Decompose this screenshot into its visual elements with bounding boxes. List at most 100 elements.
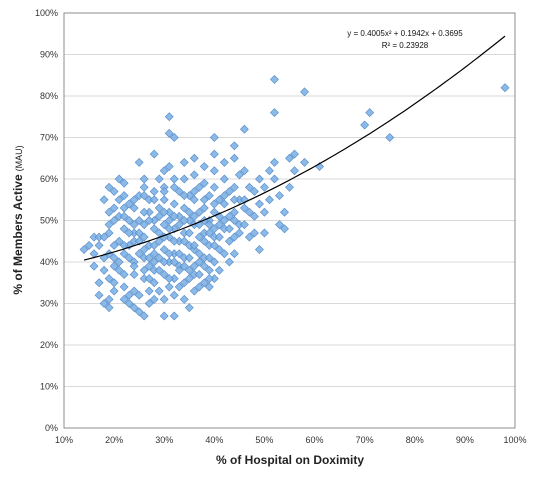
y-axis-title-suffix: (MAU) bbox=[14, 145, 24, 171]
data-point bbox=[94, 278, 104, 288]
data-point bbox=[99, 232, 109, 242]
data-point bbox=[184, 253, 194, 263]
data-point bbox=[144, 274, 154, 284]
data-point bbox=[134, 157, 144, 167]
data-point bbox=[229, 153, 239, 163]
data-point bbox=[169, 199, 179, 209]
data-point bbox=[104, 294, 114, 304]
data-point bbox=[134, 228, 144, 238]
data-point bbox=[199, 178, 209, 188]
data-point bbox=[219, 191, 229, 201]
data-point bbox=[164, 282, 174, 292]
y-tick-label: 60% bbox=[40, 174, 58, 184]
data-point bbox=[199, 203, 209, 213]
data-point bbox=[244, 207, 254, 217]
x-tick-label: 70% bbox=[356, 435, 374, 445]
data-point bbox=[365, 108, 375, 118]
y-tick-label: 0% bbox=[45, 423, 58, 433]
data-point bbox=[179, 157, 189, 167]
data-point bbox=[109, 187, 119, 196]
data-point bbox=[104, 228, 114, 238]
data-point bbox=[255, 174, 264, 184]
data-point bbox=[249, 211, 259, 221]
data-point bbox=[229, 195, 239, 205]
data-point bbox=[164, 128, 174, 138]
data-point bbox=[209, 182, 219, 192]
data-point bbox=[229, 141, 239, 151]
data-point bbox=[179, 261, 189, 271]
data-point bbox=[134, 307, 144, 317]
data-point bbox=[159, 245, 169, 254]
data-point bbox=[139, 220, 149, 230]
y-tick-label: 70% bbox=[40, 133, 58, 143]
y-tick-label: 20% bbox=[40, 340, 58, 350]
data-point bbox=[174, 187, 184, 196]
data-point bbox=[260, 228, 269, 238]
data-point bbox=[109, 286, 119, 296]
data-point bbox=[179, 174, 189, 184]
data-point bbox=[179, 236, 189, 246]
data-point bbox=[124, 253, 134, 263]
data-point bbox=[385, 133, 395, 142]
data-point bbox=[154, 286, 164, 296]
x-tick-label: 20% bbox=[105, 435, 123, 445]
data-point bbox=[229, 216, 239, 225]
data-point bbox=[174, 220, 184, 230]
data-point bbox=[164, 249, 174, 259]
x-tick-label: 40% bbox=[205, 435, 223, 445]
data-point bbox=[199, 278, 209, 288]
data-point bbox=[159, 187, 169, 196]
y-tick-label: 90% bbox=[40, 50, 58, 60]
data-point bbox=[144, 253, 154, 263]
data-point bbox=[209, 199, 219, 209]
data-point bbox=[129, 220, 139, 230]
data-points bbox=[79, 74, 510, 321]
data-point bbox=[209, 224, 219, 234]
data-point bbox=[169, 257, 179, 267]
data-point bbox=[179, 216, 189, 225]
data-point bbox=[214, 265, 224, 275]
data-point bbox=[159, 220, 169, 230]
data-point bbox=[139, 191, 149, 201]
data-point bbox=[144, 261, 154, 271]
data-point bbox=[164, 224, 174, 234]
x-tick-label: 30% bbox=[155, 435, 173, 445]
data-point bbox=[194, 249, 204, 259]
data-point bbox=[99, 195, 109, 205]
data-point bbox=[159, 270, 169, 279]
data-point bbox=[280, 207, 289, 217]
data-point bbox=[164, 112, 174, 122]
data-point bbox=[154, 236, 164, 246]
data-point bbox=[194, 232, 204, 242]
data-point bbox=[199, 261, 209, 271]
data-point bbox=[224, 236, 234, 246]
x-tick-label: 90% bbox=[456, 435, 474, 445]
data-point bbox=[149, 187, 159, 196]
data-point bbox=[219, 157, 229, 167]
data-point bbox=[119, 191, 129, 201]
data-point bbox=[219, 199, 229, 209]
data-point bbox=[179, 294, 189, 304]
data-point bbox=[139, 311, 149, 321]
data-point bbox=[265, 166, 274, 176]
data-point bbox=[109, 278, 119, 288]
data-point bbox=[234, 228, 244, 238]
data-point bbox=[104, 303, 114, 313]
data-point bbox=[285, 182, 294, 192]
data-point bbox=[94, 290, 104, 300]
data-point bbox=[255, 245, 264, 254]
data-point bbox=[204, 228, 214, 238]
data-point bbox=[189, 195, 199, 205]
data-point bbox=[209, 149, 219, 159]
data-point bbox=[124, 228, 134, 238]
data-point bbox=[500, 83, 510, 93]
data-point bbox=[154, 174, 164, 184]
data-point bbox=[249, 228, 259, 238]
data-point bbox=[84, 240, 94, 250]
data-point bbox=[169, 311, 179, 321]
x-tick-label: 100% bbox=[503, 435, 526, 445]
data-point bbox=[139, 245, 149, 254]
data-point bbox=[229, 249, 239, 259]
data-point bbox=[219, 249, 229, 259]
data-point bbox=[164, 162, 174, 171]
